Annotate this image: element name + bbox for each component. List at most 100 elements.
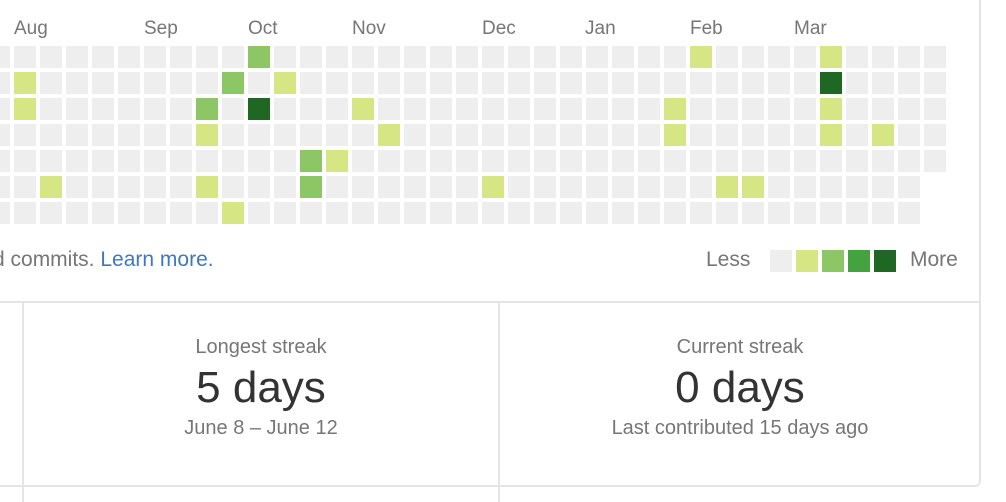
contribution-cell[interactable] [196, 72, 218, 94]
contribution-cell[interactable] [0, 72, 10, 94]
contribution-cell[interactable] [14, 46, 36, 68]
contribution-cell[interactable] [40, 46, 62, 68]
contribution-cell[interactable] [560, 176, 582, 198]
contribution-cell[interactable] [14, 150, 36, 172]
contribution-cell[interactable] [690, 72, 712, 94]
contribution-cell[interactable] [118, 124, 140, 146]
contribution-cell[interactable] [794, 150, 816, 172]
contribution-cell[interactable] [716, 46, 738, 68]
contribution-cell[interactable] [92, 72, 114, 94]
contribution-cell[interactable] [742, 202, 764, 224]
contribution-cell[interactable] [352, 72, 374, 94]
contribution-cell[interactable] [560, 124, 582, 146]
contribution-cell[interactable] [170, 124, 192, 146]
contribution-cell[interactable] [300, 202, 322, 224]
contribution-cell[interactable] [664, 202, 686, 224]
contribution-cell[interactable] [40, 72, 62, 94]
contribution-cell[interactable] [820, 202, 842, 224]
contribution-cell[interactable] [274, 202, 296, 224]
contribution-cell[interactable] [92, 176, 114, 198]
contribution-cell[interactable] [274, 72, 296, 94]
contribution-cell[interactable] [898, 202, 920, 224]
contribution-cell[interactable] [430, 98, 452, 120]
contribution-cell[interactable] [560, 202, 582, 224]
contribution-cell[interactable] [924, 150, 946, 172]
contribution-cell[interactable] [690, 150, 712, 172]
contribution-cell[interactable] [378, 98, 400, 120]
contribution-cell[interactable] [924, 72, 946, 94]
contribution-cell[interactable] [326, 98, 348, 120]
contribution-cell[interactable] [690, 202, 712, 224]
contribution-cell[interactable] [14, 202, 36, 224]
contribution-cell[interactable] [768, 72, 790, 94]
contribution-cell[interactable] [0, 98, 10, 120]
contribution-cell[interactable] [196, 202, 218, 224]
contribution-cell[interactable] [404, 72, 426, 94]
contribution-cell[interactable] [222, 124, 244, 146]
contribution-cell[interactable] [508, 46, 530, 68]
contribution-cell[interactable] [248, 124, 270, 146]
contribution-cell[interactable] [378, 150, 400, 172]
contribution-cell[interactable] [794, 176, 816, 198]
contribution-cell[interactable] [794, 124, 816, 146]
contribution-cell[interactable] [768, 124, 790, 146]
contribution-cell[interactable] [742, 124, 764, 146]
contribution-cell[interactable] [924, 98, 946, 120]
contribution-cell[interactable] [352, 202, 374, 224]
contribution-cell[interactable] [794, 202, 816, 224]
contribution-cell[interactable] [170, 72, 192, 94]
contribution-cell[interactable] [820, 150, 842, 172]
contribution-cell[interactable] [612, 124, 634, 146]
contribution-cell[interactable] [534, 202, 556, 224]
contribution-cell[interactable] [638, 124, 660, 146]
contribution-cell[interactable] [170, 46, 192, 68]
contribution-cell[interactable] [352, 46, 374, 68]
contribution-cell[interactable] [196, 176, 218, 198]
contribution-cell[interactable] [378, 46, 400, 68]
contribution-cell[interactable] [482, 46, 504, 68]
contribution-cell[interactable] [846, 98, 868, 120]
contribution-cell[interactable] [92, 46, 114, 68]
contribution-cell[interactable] [898, 98, 920, 120]
contribution-cell[interactable] [508, 98, 530, 120]
contribution-cell[interactable] [222, 46, 244, 68]
contribution-cell[interactable] [14, 124, 36, 146]
contribution-cell[interactable] [118, 46, 140, 68]
contribution-cell[interactable] [352, 150, 374, 172]
contribution-cell[interactable] [612, 98, 634, 120]
contribution-cell[interactable] [508, 202, 530, 224]
contribution-cell[interactable] [456, 202, 478, 224]
contribution-cell[interactable] [560, 150, 582, 172]
contribution-cell[interactable] [664, 150, 686, 172]
contribution-cell[interactable] [872, 150, 894, 172]
contribution-cell[interactable] [612, 176, 634, 198]
contribution-cell[interactable] [846, 202, 868, 224]
contribution-cell[interactable] [846, 46, 868, 68]
contribution-cell[interactable] [846, 124, 868, 146]
contribution-cell[interactable] [508, 124, 530, 146]
contribution-cell[interactable] [482, 124, 504, 146]
contribution-cell[interactable] [378, 124, 400, 146]
contribution-cell[interactable] [378, 176, 400, 198]
contribution-cell[interactable] [534, 72, 556, 94]
contribution-cell[interactable] [482, 202, 504, 224]
contribution-cell[interactable] [40, 202, 62, 224]
contribution-cell[interactable] [846, 150, 868, 172]
contribution-cell[interactable] [560, 72, 582, 94]
contribution-cell[interactable] [144, 46, 166, 68]
contribution-cell[interactable] [378, 72, 400, 94]
contribution-cell[interactable] [66, 98, 88, 120]
contribution-cell[interactable] [768, 98, 790, 120]
contribution-cell[interactable] [768, 202, 790, 224]
contribution-cell[interactable] [92, 202, 114, 224]
contribution-cell[interactable] [482, 176, 504, 198]
contribution-cell[interactable] [534, 46, 556, 68]
contribution-cell[interactable] [690, 176, 712, 198]
contribution-cell[interactable] [768, 150, 790, 172]
contribution-cell[interactable] [0, 202, 10, 224]
contribution-cell[interactable] [716, 124, 738, 146]
contribution-cell[interactable] [924, 124, 946, 146]
contribution-cell[interactable] [898, 72, 920, 94]
contribution-cell[interactable] [170, 150, 192, 172]
contribution-cell[interactable] [92, 98, 114, 120]
